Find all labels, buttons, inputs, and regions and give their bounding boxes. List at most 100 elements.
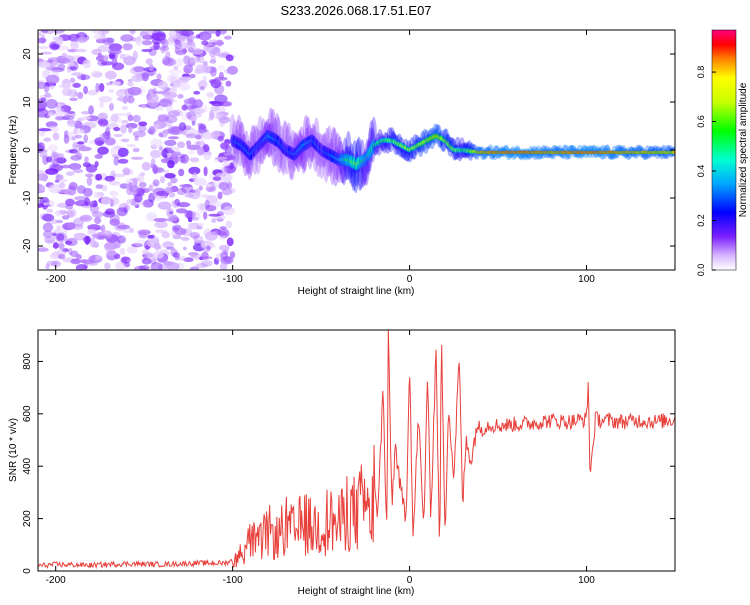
noise-blob (38, 128, 52, 132)
noise-blob (127, 95, 135, 104)
noise-blob (45, 237, 54, 245)
noise-blob (91, 233, 101, 238)
noise-blob (142, 249, 149, 255)
noise-blob (57, 102, 62, 113)
noise-blob (98, 96, 113, 103)
noise-blob (116, 89, 124, 97)
noise-blob (38, 31, 43, 37)
noise-blob (83, 85, 88, 95)
noise-blob (127, 114, 134, 122)
noise-blob (93, 33, 105, 40)
noise-blob (105, 208, 115, 215)
noise-blob (45, 74, 60, 85)
noise-blob (194, 98, 203, 109)
noise-blob (75, 264, 88, 270)
chart-title: S233.2026.068.17.51.E07 (280, 3, 431, 18)
noise-blob (90, 70, 103, 78)
noise-blob (187, 216, 193, 223)
noise-blob (182, 246, 187, 251)
noise-blob (169, 87, 178, 93)
noise-blob (189, 73, 196, 79)
noise-blob (54, 36, 64, 46)
noise-blob (113, 156, 120, 166)
noise-blob (77, 74, 91, 81)
noise-blob (67, 111, 76, 114)
noise-blob (89, 200, 98, 208)
noise-blob (215, 111, 224, 120)
noise-blob (64, 112, 77, 117)
noise-blob (108, 89, 115, 93)
noise-blob (141, 48, 153, 53)
noise-blob (131, 243, 144, 248)
noise-blob (66, 120, 78, 125)
noise-blob (193, 90, 201, 95)
x-tick-label: -200 (46, 575, 66, 586)
snr-series-layer (38, 330, 675, 570)
noise-blob (132, 147, 140, 153)
noise-blob (175, 50, 187, 56)
noise-blob (178, 256, 187, 262)
noise-blob (138, 181, 147, 188)
noise-blob (175, 58, 184, 67)
noise-blob (203, 211, 208, 220)
x-tick-label: 100 (578, 575, 595, 586)
noise-blob (183, 257, 194, 263)
noise-blob (191, 211, 201, 222)
noise-blob (197, 122, 204, 127)
noise-blob (71, 72, 84, 76)
noise-blob (204, 200, 210, 209)
noise-blob (38, 170, 46, 175)
noise-blob (212, 176, 222, 182)
noise-blob (176, 187, 187, 196)
noise-blob (104, 175, 116, 182)
noise-blob (150, 237, 159, 244)
noise-blob (108, 116, 122, 124)
colorbar-tick-label: 0.8 (696, 66, 706, 79)
noise-blob (173, 65, 179, 71)
noise-blob (120, 138, 130, 143)
y-tick-label: 0 (22, 568, 33, 574)
noise-blob (40, 30, 49, 33)
snr-y-label: SNR (10 * v/v) (8, 418, 19, 482)
noise-blob (178, 168, 185, 177)
noise-blob (141, 72, 149, 82)
noise-blob (166, 217, 173, 222)
noise-blob (84, 156, 89, 163)
spectrogram-x-axis: -200 -100 0 100 (46, 30, 595, 285)
noise-blob (75, 134, 83, 139)
noise-blob (204, 204, 217, 212)
noise-blob (180, 236, 190, 241)
noise-blob (150, 262, 163, 270)
noise-blob (206, 151, 213, 156)
noise-blob (97, 118, 109, 127)
noise-blob (87, 228, 97, 234)
noise-blob (40, 150, 48, 159)
noise-blob (93, 72, 103, 78)
noise-blob (68, 248, 73, 256)
noise-blob (120, 34, 134, 42)
noise-blob (150, 149, 162, 159)
noise-blob (167, 125, 181, 135)
noise-blob (70, 250, 79, 258)
noise-blob (131, 37, 145, 43)
noise-blob (122, 43, 133, 51)
noise-blob (162, 241, 175, 249)
noise-blob (186, 144, 201, 150)
noise-blob (77, 92, 84, 99)
noise-blob (150, 138, 163, 148)
noise-blob (167, 160, 175, 169)
noise-blob (55, 232, 68, 243)
noise-blob (143, 32, 151, 42)
noise-blob (68, 163, 82, 170)
noise-blob (215, 156, 228, 160)
noise-blob (196, 146, 205, 156)
noise-blob (95, 82, 100, 93)
noise-blob (154, 123, 160, 128)
noise-blob (223, 138, 232, 144)
noise-blob (46, 156, 53, 163)
noise-blob (225, 80, 232, 87)
noise-blob (38, 247, 49, 252)
noise-blob (123, 56, 136, 66)
noise-blob (184, 193, 194, 198)
